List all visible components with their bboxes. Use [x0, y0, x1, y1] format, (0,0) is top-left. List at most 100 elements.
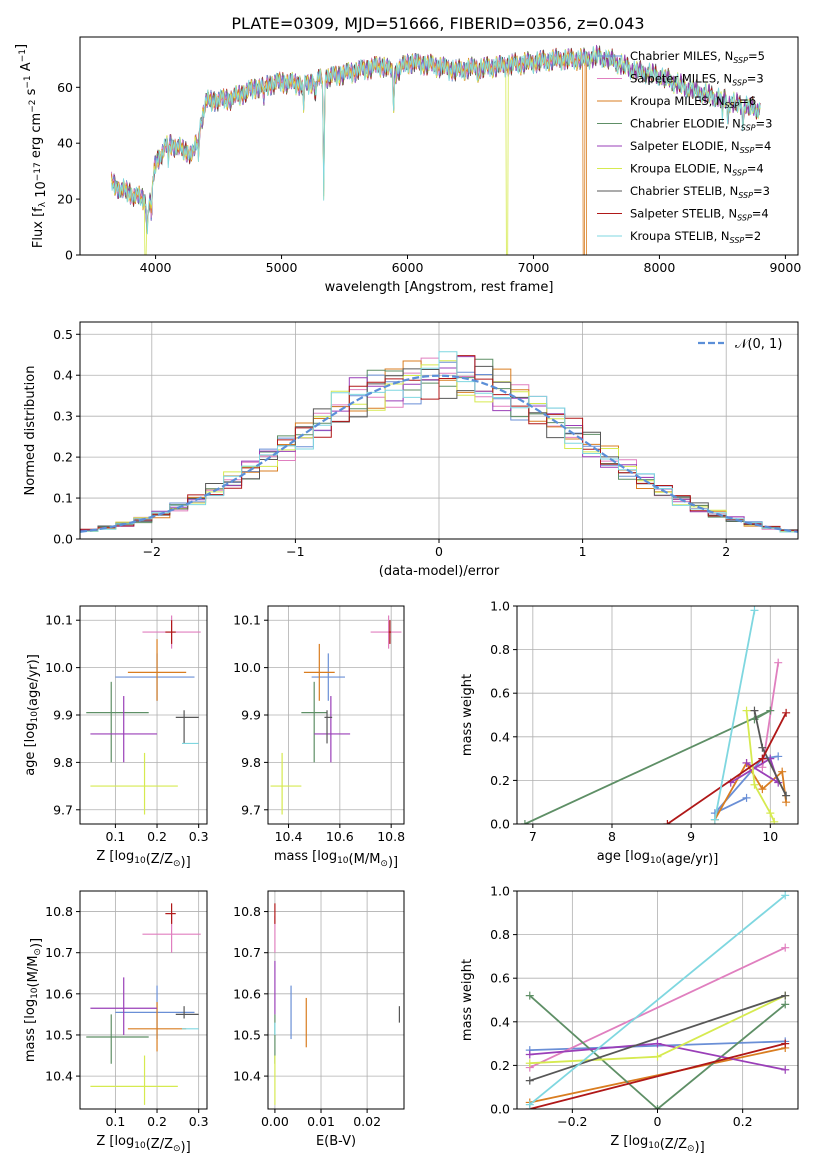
axes-frame [79, 890, 208, 1110]
series-line-chabrier-stelib [529, 994, 786, 1082]
series-marker [758, 763, 767, 772]
y-tick-label: 10.6 [45, 986, 73, 1001]
series-marker [742, 793, 751, 802]
y-tick-label: 0.0 [53, 532, 73, 547]
y-tick-label: 0.6 [490, 686, 510, 701]
plot-area [270, 615, 402, 815]
series-marker [663, 820, 672, 824]
y-tick-label: 0 [65, 248, 73, 263]
series-marker [525, 991, 534, 1000]
legend-label: Salpeter STELIB, NSSP=4 [630, 207, 769, 223]
y-tick-label: 9.9 [53, 708, 73, 723]
y-tick-label: 0.8 [490, 927, 510, 942]
plot-area [86, 615, 201, 815]
axis-label: Normed distribution [23, 366, 38, 496]
series-marker [653, 1039, 662, 1048]
x-tick-label: 10 [762, 829, 778, 844]
ebv-mass-axes: 0.00 0.01 0.02 10.4 10.5 10.6 10.7 10.8 E(B-V) [233, 890, 405, 1149]
x-tick-label: 2 [722, 544, 730, 559]
x-tick-label: 5000 [266, 260, 298, 275]
y-tick-label: 0.6 [490, 971, 510, 986]
series-marker [710, 815, 719, 824]
series-marker [525, 1059, 534, 1068]
x-tick-label: 0 [435, 544, 443, 559]
axis-label: mass weight [460, 959, 475, 1041]
y-tick-label: 10.8 [45, 904, 73, 919]
series-marker [750, 706, 759, 715]
series-marker [525, 1076, 534, 1085]
age-weight-axes: 7 8 9 10 0.0 0.2 0.4 0.6 0.8 1.0 age [log10(age/yr… [460, 599, 799, 867]
y-tick-label: 0.2 [490, 773, 510, 788]
y-tick-label: 20 [57, 192, 73, 207]
x-tick-label: 7 [529, 829, 537, 844]
spectrum-legend: Chabrier MILES, NSSP=5 Salpeter MILES, NS… [597, 49, 772, 245]
x-tick-label: 10.8 [377, 829, 405, 844]
x-tick-label: 10.6 [326, 829, 354, 844]
z-mass-axes: 0.1 0.2 0.3 10.4 10.5 10.6 10.7 10.8 Z [log10(Z/… [23, 890, 209, 1155]
z-weight-axes: −0.2 0 0.2 0.0 0.2 0.4 0.6 0.8 1.0 Z [log10(Z/Z⊙)… [460, 884, 799, 1155]
x-tick-label: 1 [579, 544, 587, 559]
axis-label: Z [log10(Z/Z⊙)] [610, 1134, 704, 1155]
legend-label: Kroupa ELODIE, NSSP=4 [630, 162, 764, 178]
x-tick-label: 8000 [644, 260, 676, 275]
legend-label: Kroupa STELIB, NSSP=2 [630, 229, 761, 245]
series-marker [781, 891, 790, 900]
x-tick-label: −0.2 [557, 1114, 587, 1129]
axis-label: (data-model)/error [379, 564, 500, 579]
y-tick-label: 0.8 [490, 642, 510, 657]
y-tick-label: 0.2 [490, 1058, 510, 1073]
x-tick-label: 0.00 [261, 1114, 289, 1129]
x-tick-label: 6000 [392, 260, 424, 275]
series-marker [750, 780, 759, 789]
series-marker [782, 791, 791, 800]
series-marker [781, 1000, 790, 1009]
series-line-chabrier-elodie [524, 709, 771, 824]
series-marker [758, 785, 767, 794]
series-marker [525, 1100, 534, 1109]
series-line-salpeter-miles [761, 662, 780, 768]
series-marker [781, 943, 790, 952]
series-line-kroupa-stelib [529, 894, 786, 1106]
legend-label: Salpeter ELODIE, NSSP=4 [630, 139, 771, 155]
legend-label: Salpeter MILES, NSSP=3 [630, 72, 764, 88]
axis-label: Flux [fλ 10−17 erg cm−2 s−1 A−1] [14, 44, 49, 248]
y-tick-label: 0.1 [53, 491, 73, 506]
residual-axes: −2 −1 0 1 2 0.0 0.1 0.2 0.3 0.4 0.5 (data-model)/er… [23, 321, 799, 579]
series-marker [758, 754, 767, 763]
plot-area [86, 903, 201, 1105]
y-tick-label: 60 [57, 80, 73, 95]
axis-label: Z [log10(Z/Z⊙)] [96, 1134, 190, 1155]
x-tick-label: 4000 [140, 260, 172, 275]
axis-label: mass [log10(M/M⊙)] [23, 938, 44, 1062]
x-tick-label: 8 [608, 829, 616, 844]
series-line-chabrier-elodie [529, 994, 786, 1109]
y-tick-label: 0.4 [490, 1014, 510, 1029]
series-line-salpeter-stelib [529, 1042, 786, 1109]
axes-frame [267, 890, 405, 1110]
axis-label: wavelength [Angstrom, rest frame] [325, 280, 554, 295]
plot-area [80, 351, 798, 533]
series-marker [742, 758, 751, 767]
y-tick-label: 0.0 [490, 1102, 510, 1117]
series-marker [653, 1052, 662, 1061]
y-tick-label: 1.0 [490, 599, 510, 614]
legend-label: Kroupa MILES, NSSP=6 [630, 94, 756, 110]
x-tick-label: 9 [687, 829, 695, 844]
legend-label: Chabrier MILES, NSSP=5 [630, 49, 765, 65]
x-tick-label: 9000 [769, 260, 801, 275]
legend-label: Chabrier STELIB, NSSP=3 [630, 184, 770, 200]
series-marker [766, 706, 775, 715]
series-line-kroupa-miles [529, 1047, 786, 1104]
series-marker [750, 606, 759, 615]
axes-frame [516, 605, 799, 825]
histogram-kroupa-stelib [80, 351, 798, 533]
x-tick-label: 0.01 [307, 1114, 335, 1129]
y-tick-label: 10.7 [45, 945, 73, 960]
x-tick-label: −1 [286, 544, 304, 559]
y-tick-label: 10.1 [233, 613, 261, 628]
plot-area [520, 606, 791, 824]
y-tick-label: 9.8 [241, 755, 261, 770]
series-marker [742, 706, 751, 715]
series-marker [520, 820, 529, 824]
